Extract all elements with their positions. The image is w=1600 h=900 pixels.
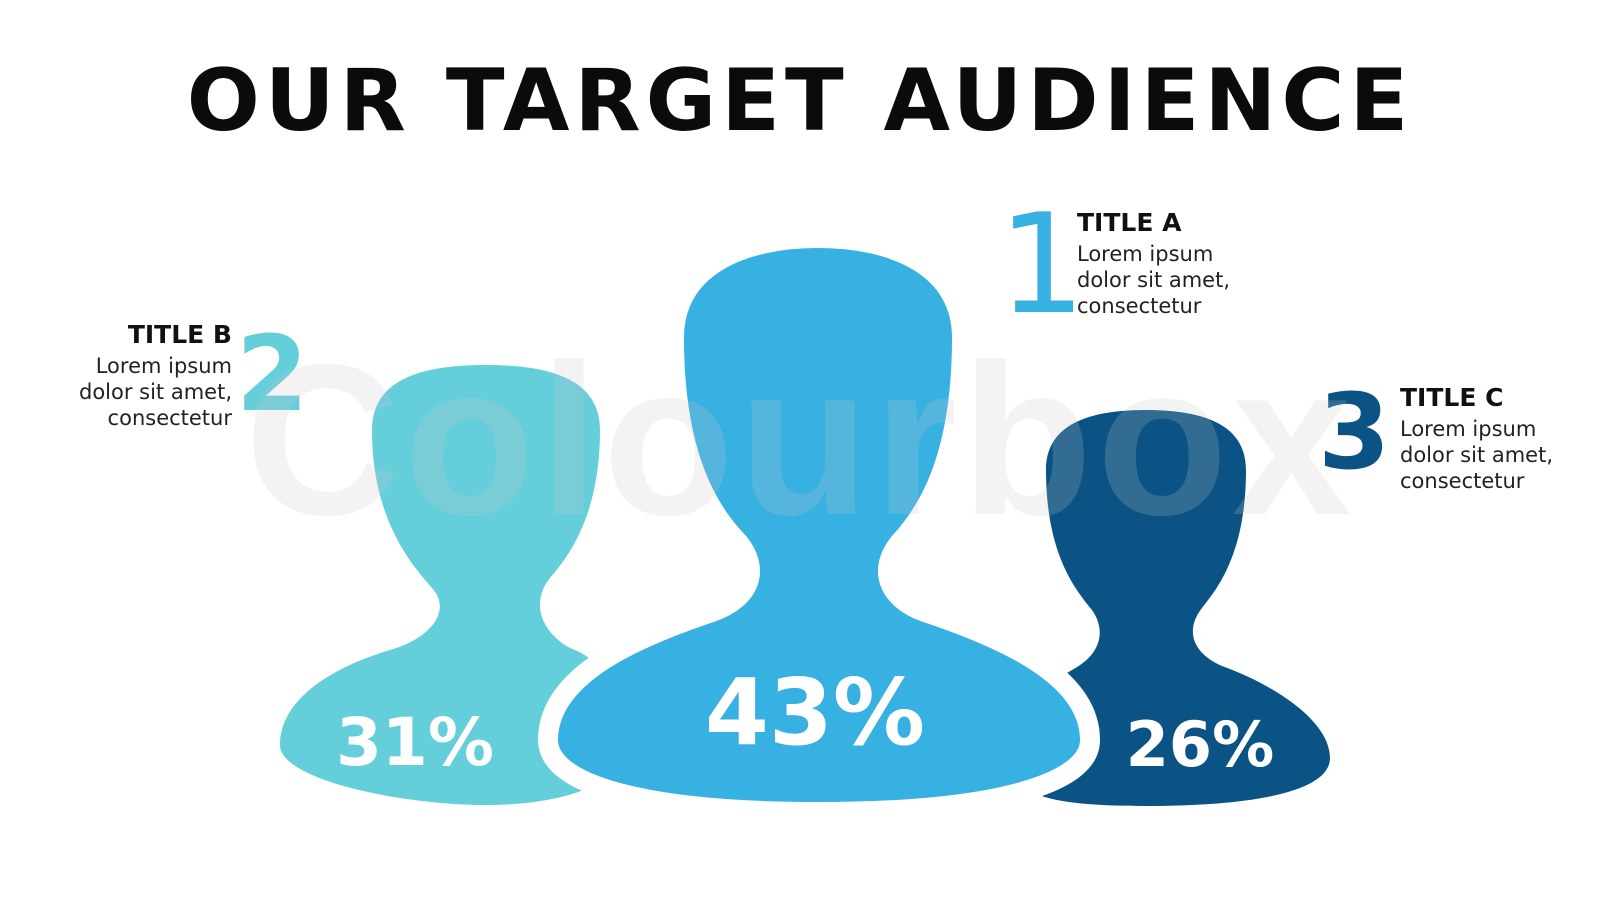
segment-3-number: 3 (1318, 371, 1391, 493)
segment-2-description-line2: dolor sit amet, (78, 380, 232, 404)
segment-2-description-line1: Lorem ipsum (95, 354, 232, 378)
segment-3-description: Lorem ipsum dolor sit amet, consectetur (1400, 416, 1553, 494)
person-3-percent: 26% (1126, 708, 1274, 781)
segment-3-title: TITLE C (1400, 383, 1504, 412)
page-title: OUR TARGET AUDIENCE (186, 51, 1414, 151)
segment-1-description: Lorem ipsum dolor sit amet, consectetur (1077, 241, 1230, 319)
segment-1-title: TITLE A (1077, 208, 1182, 237)
segment-1-description-line3: consectetur (1077, 294, 1202, 318)
segment-1-text-block: TITLE A Lorem ipsum dolor sit amet, cons… (1077, 208, 1230, 319)
segment-2-description: Lorem ipsum dolor sit amet, consectetur (40, 353, 232, 431)
segment-1-description-line1: Lorem ipsum (1077, 242, 1214, 266)
segment-3-description-line3: consectetur (1400, 469, 1525, 493)
segment-3-description-line1: Lorem ipsum (1400, 417, 1537, 441)
person-1-silhouette-icon (538, 228, 1100, 822)
person-2-percent: 31% (336, 704, 494, 781)
segment-2-title: TITLE B (127, 320, 232, 349)
segment-3-text-block: TITLE C Lorem ipsum dolor sit amet, cons… (1400, 383, 1553, 494)
person-1-percent: 43% (705, 659, 925, 766)
segment-1-description-line2: dolor sit amet, (1077, 268, 1231, 292)
segment-2-description-line3: consectetur (107, 406, 232, 430)
segment-3-description-line2: dolor sit amet, (1400, 443, 1554, 467)
segment-1-number: 1 (998, 184, 1086, 345)
person-2-silhouette-icon (280, 365, 628, 805)
segment-2-text-block: TITLE B Lorem ipsum dolor sit amet, cons… (40, 320, 232, 431)
segment-2-number: 2 (236, 313, 309, 435)
